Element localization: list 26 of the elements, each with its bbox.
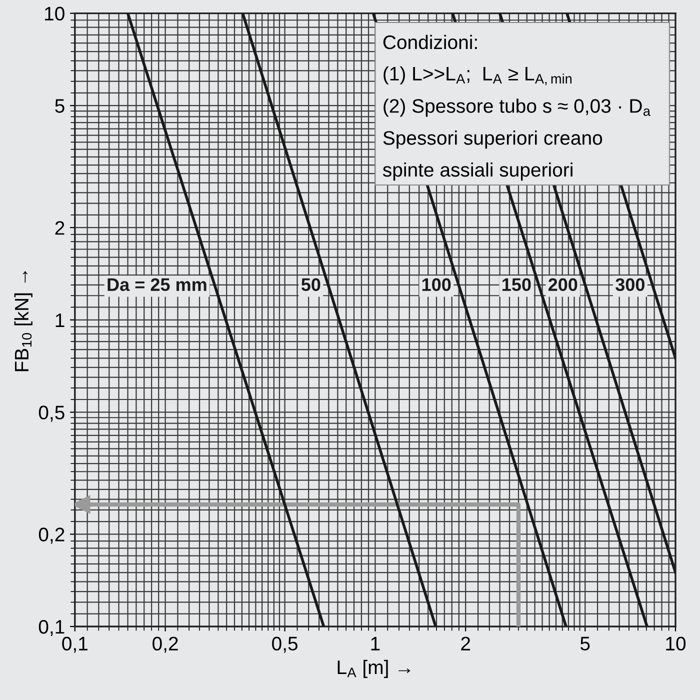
series-label: 50 [301, 278, 320, 292]
annotation: Condizioni: [383, 34, 477, 50]
y-axis-title: FB$_{10}$ [kN] → [14, 271, 32, 372]
y-tick-label: 2 [55, 221, 64, 235]
y-tick-label: 1 [56, 314, 64, 327]
series-label: 200 [548, 278, 578, 292]
y-tick-label: 5 [55, 99, 64, 113]
annotation: Spessori superiori creano [383, 130, 602, 149]
annotation: spinte assiali superiori [382, 162, 572, 181]
y-tick-label: 0,2 [38, 528, 64, 544]
series-label: Da = 25 mm [108, 278, 206, 292]
y-tick-label: 0,5 [38, 406, 64, 422]
x-tick-label: 1 [371, 636, 380, 650]
x-tick-label: 0,2 [152, 636, 178, 653]
x-axis-title: L$_{A}$ [m] → [338, 660, 410, 678]
x-tick-label: 0,5 [272, 636, 298, 653]
y-tick-label: 10 [45, 6, 64, 21]
annotation: (1) L>>L$_{A}$; L$_{A}$ ≥ L$_{A,min}$ [384, 66, 572, 86]
y-tick-label: 0,1 [38, 620, 64, 636]
series-label: 150 [502, 278, 531, 292]
series-label: 100 [422, 278, 451, 292]
x-tick-label: 5 [580, 636, 590, 651]
series-label: 300 [616, 278, 644, 292]
annotation: (2) Spessore tubo s ≈ 0,03 · D$_{a}$ [384, 98, 650, 117]
x-tick-label: 2 [461, 636, 470, 650]
x-tick-label: 10 [666, 636, 686, 651]
